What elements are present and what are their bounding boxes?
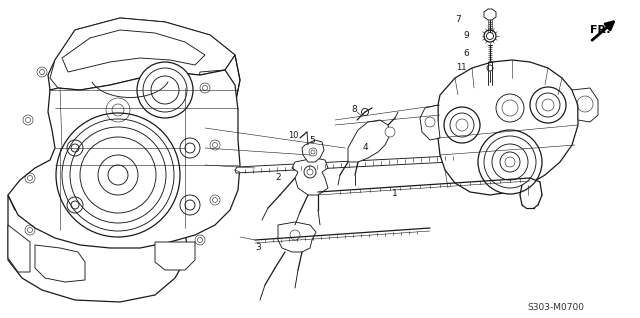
Polygon shape (420, 105, 440, 140)
Polygon shape (484, 9, 496, 20)
Text: 9: 9 (463, 31, 469, 40)
Polygon shape (348, 120, 390, 162)
Text: FR.: FR. (589, 25, 611, 35)
Text: 5: 5 (309, 136, 315, 145)
Circle shape (487, 65, 493, 71)
Circle shape (444, 107, 480, 143)
Text: S303-M0700: S303-M0700 (527, 303, 584, 313)
Polygon shape (235, 155, 472, 173)
Polygon shape (50, 18, 235, 90)
Text: 7: 7 (455, 15, 461, 24)
Text: 3: 3 (255, 244, 261, 252)
Polygon shape (278, 222, 316, 252)
Circle shape (304, 166, 316, 178)
Text: 6: 6 (463, 49, 469, 58)
Text: 4: 4 (363, 143, 369, 153)
Text: 2: 2 (275, 174, 281, 183)
Polygon shape (438, 60, 578, 195)
Text: 8: 8 (351, 106, 357, 114)
Circle shape (137, 62, 193, 118)
Polygon shape (155, 242, 195, 270)
Text: 11: 11 (456, 64, 467, 73)
Polygon shape (8, 225, 30, 272)
Polygon shape (8, 70, 240, 248)
Circle shape (309, 148, 317, 156)
Circle shape (478, 130, 542, 194)
Polygon shape (48, 18, 240, 120)
Polygon shape (62, 30, 205, 72)
Circle shape (496, 94, 524, 122)
Circle shape (484, 30, 496, 42)
Text: 10: 10 (289, 130, 299, 140)
Circle shape (530, 87, 566, 123)
Circle shape (56, 113, 180, 237)
Text: 1: 1 (392, 189, 398, 197)
Circle shape (385, 127, 395, 137)
Polygon shape (292, 158, 328, 195)
Polygon shape (302, 140, 324, 162)
Polygon shape (35, 245, 85, 282)
Polygon shape (8, 195, 188, 302)
Polygon shape (572, 88, 598, 122)
